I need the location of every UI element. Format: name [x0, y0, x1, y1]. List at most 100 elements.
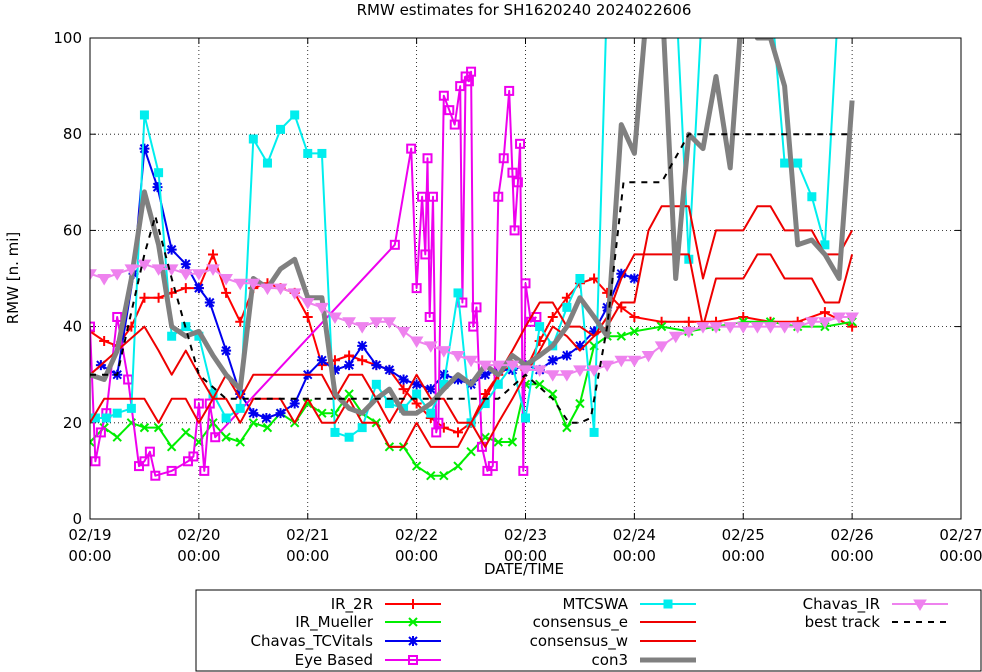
- data-point: [629, 273, 640, 284]
- data-point: [453, 288, 463, 298]
- data-point: [290, 110, 300, 120]
- data-point: [575, 398, 585, 409]
- data-point: [276, 124, 286, 134]
- data-point: [452, 427, 463, 438]
- series-best-track: [90, 133, 853, 424]
- data-point: [518, 465, 529, 476]
- data-point: [487, 461, 498, 472]
- data-point: [656, 321, 667, 332]
- data-point: [411, 398, 422, 409]
- data-point: [616, 268, 627, 279]
- data-point: [219, 274, 233, 286]
- data-point: [493, 379, 503, 389]
- data-point: [574, 340, 585, 351]
- data-point: [90, 437, 95, 447]
- data-point: [181, 427, 191, 438]
- x-tick-label: 00:00: [68, 547, 111, 565]
- legend-entry: MTCSWA: [563, 595, 696, 613]
- data-point: [491, 360, 506, 373]
- data-point: [452, 374, 463, 385]
- chart-title: RMW estimates for SH1620240 2024022606: [357, 1, 692, 19]
- data-point: [439, 471, 449, 481]
- legend-entry: consensus_w: [530, 632, 696, 651]
- data-point: [561, 350, 572, 361]
- data-point: [423, 341, 438, 353]
- data-point: [317, 148, 327, 158]
- data-point: [780, 158, 790, 168]
- data-point: [738, 311, 749, 322]
- data-point: [137, 259, 152, 272]
- legend-label: IR_Mueller: [295, 613, 374, 632]
- legend-label: consensus_e: [533, 613, 628, 632]
- data-point: [153, 292, 164, 303]
- data-point: [411, 379, 422, 390]
- data-point: [371, 360, 382, 371]
- data-point: [330, 427, 340, 437]
- data-point: [273, 283, 288, 296]
- data-point: [221, 413, 231, 423]
- series-con3: [90, 38, 855, 416]
- data-point: [512, 177, 523, 188]
- axes: 0 20 40 60 80 100 02/19 00:00 02/20 00:00 02/21 00:…: [53, 29, 982, 565]
- data-point: [504, 85, 515, 96]
- data-point: [509, 225, 520, 236]
- data-point: [696, 322, 710, 334]
- x-tick-label: 02/24: [613, 526, 656, 544]
- data-point: [139, 292, 150, 303]
- data-point: [126, 403, 136, 413]
- series-line: [100, 147, 635, 419]
- legend-label: Chavas_TCVitals: [251, 632, 374, 651]
- data-point: [139, 143, 150, 154]
- data-point: [221, 287, 232, 298]
- data-point: [505, 360, 520, 373]
- data-point: [790, 322, 805, 334]
- data-point: [426, 408, 436, 418]
- legend-label: IR_2R: [331, 595, 373, 614]
- series-line: [90, 205, 853, 424]
- data-point: [221, 345, 232, 356]
- y-tick-label: 40: [63, 318, 82, 336]
- data-point: [178, 269, 193, 281]
- x-tick-label: 00:00: [831, 547, 874, 565]
- data-point: [589, 326, 600, 337]
- data-point: [180, 283, 191, 294]
- data-point: [433, 417, 444, 428]
- data-point: [90, 456, 101, 467]
- legend-entry: IR_2R: [331, 595, 441, 614]
- data-point: [193, 283, 204, 294]
- data-point: [507, 437, 518, 447]
- data-point: [409, 336, 424, 349]
- data-point: [95, 427, 106, 438]
- x-tick-label: 02/27: [939, 526, 982, 544]
- data-point: [466, 446, 476, 457]
- data-point: [221, 432, 231, 442]
- data-point: [204, 297, 215, 308]
- data-point: [793, 158, 803, 168]
- data-point: [534, 336, 545, 347]
- data-point: [426, 471, 436, 481]
- data-point: [616, 331, 627, 341]
- data-point: [275, 408, 286, 419]
- data-point: [498, 153, 509, 164]
- data-point: [398, 374, 409, 385]
- data-point: [819, 307, 830, 318]
- data-point: [575, 274, 585, 283]
- data-point: [154, 168, 164, 178]
- legend-label: MTCSWA: [563, 595, 629, 613]
- data-point: [260, 283, 275, 296]
- legend-entry: best track: [805, 613, 948, 631]
- data-point: [913, 599, 927, 611]
- data-point: [289, 398, 300, 409]
- data-point: [302, 311, 313, 322]
- data-point: [235, 437, 245, 447]
- data-point: [287, 288, 302, 300]
- data-point: [629, 326, 640, 337]
- series-consensus-e: [90, 205, 853, 424]
- data-point: [521, 413, 530, 423]
- data-point: [559, 370, 574, 382]
- data-point: [167, 331, 177, 341]
- data-point: [303, 398, 313, 409]
- data-point: [438, 369, 449, 380]
- data-point: [248, 418, 259, 428]
- data-point: [150, 470, 161, 481]
